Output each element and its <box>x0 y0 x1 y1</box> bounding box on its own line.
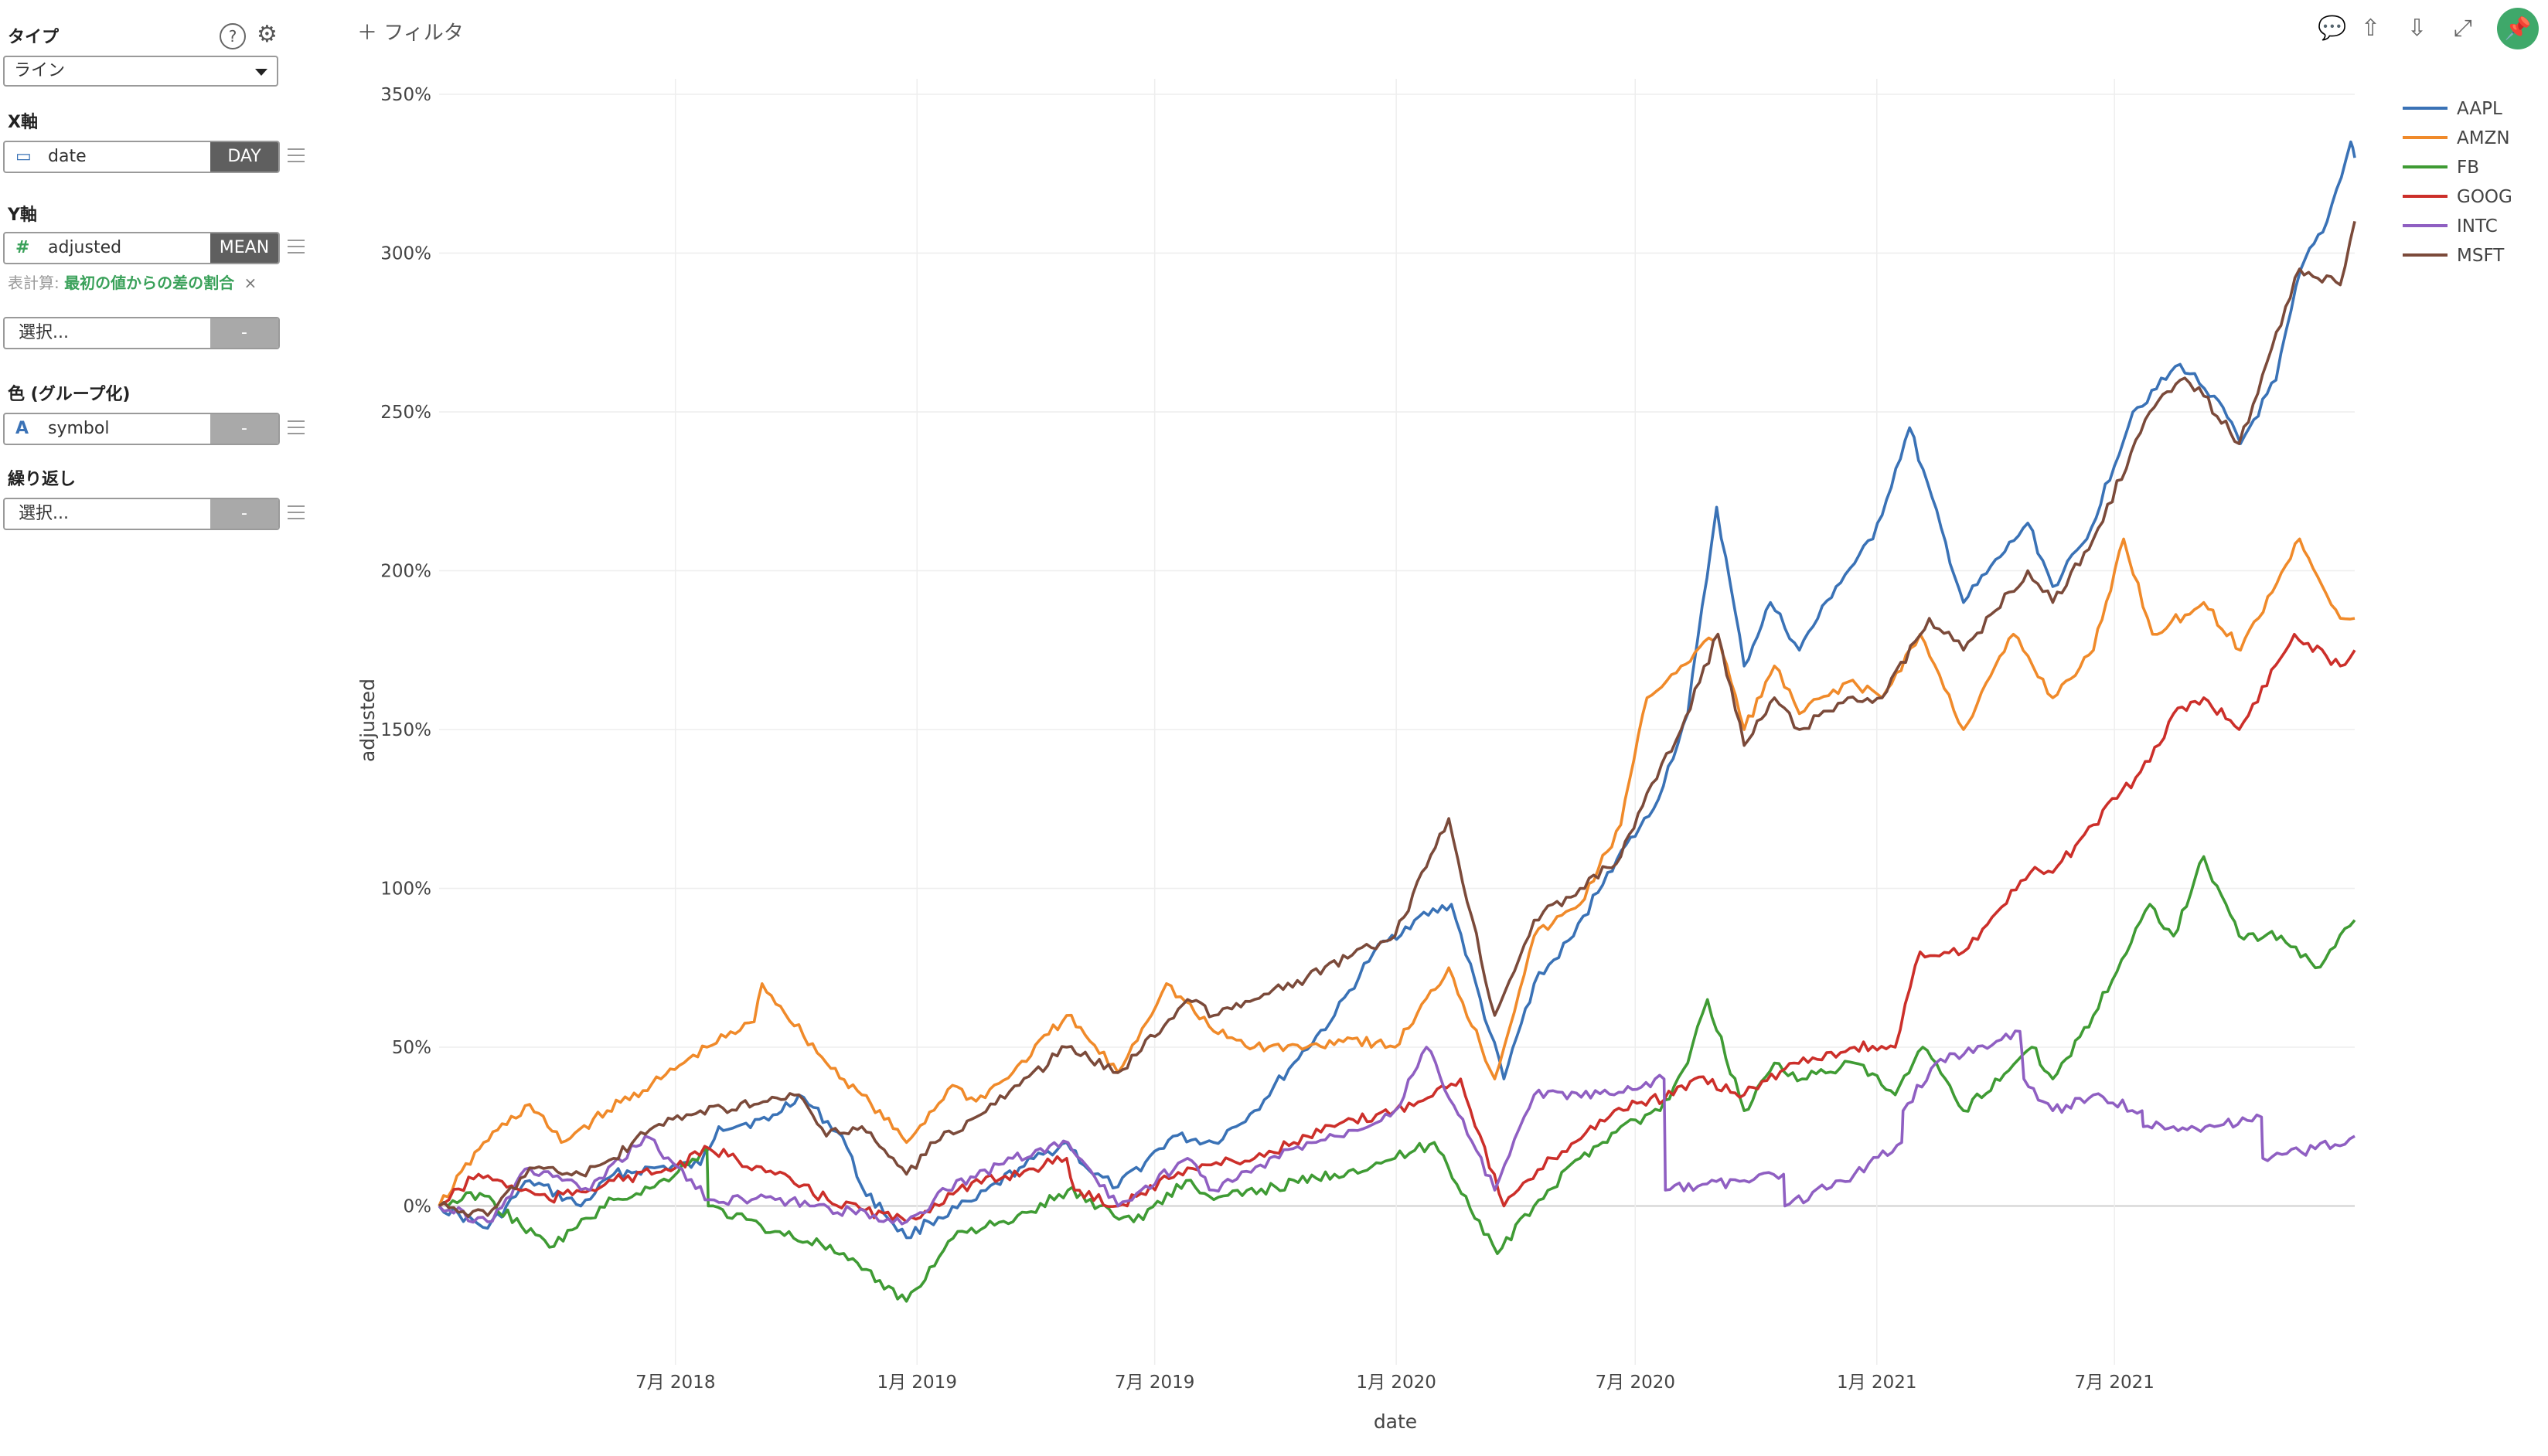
color-section-title: 色 (グループ化) <box>8 385 131 404</box>
legend-label: INTC <box>2457 216 2498 236</box>
number-icon: # <box>15 238 30 257</box>
x-tick-label: 1月 2021 <box>1837 1373 1916 1393</box>
calendar-icon: ▭ <box>15 147 32 166</box>
y-tick-label: 50% <box>392 1038 431 1058</box>
select-placeholder: 選択... <box>19 323 69 342</box>
series-line-msft <box>438 220 2356 1218</box>
series-line-fb <box>438 855 2356 1303</box>
y-tick-label: 0% <box>404 1197 432 1217</box>
y-axis-2-field[interactable]: 選択... - <box>3 317 280 349</box>
y-tick-label: 100% <box>380 879 431 900</box>
x-axis-field[interactable]: ▭ date DAY <box>3 141 280 173</box>
chart-type-value: ライン <box>14 61 66 80</box>
y-tick-label: 250% <box>380 403 431 423</box>
add-filter-button[interactable]: ＋ フィルタ <box>357 17 464 46</box>
x-tick-label: 7月 2020 <box>1596 1373 1675 1393</box>
series-lines <box>438 140 2356 1303</box>
color-field[interactable]: A symbol - <box>3 413 280 445</box>
y-tick-label: 200% <box>380 562 431 582</box>
repeat-menu-icon[interactable] <box>288 505 305 519</box>
repeat-tag-button[interactable]: - <box>210 499 278 529</box>
help-icon[interactable]: ? <box>220 23 246 49</box>
legend-label: AMZN <box>2457 128 2510 148</box>
x-menu-icon[interactable] <box>288 148 305 162</box>
y-axis-title: Y軸 <box>8 206 37 225</box>
x-tick-label: 7月 2018 <box>635 1373 715 1393</box>
calc-value-link[interactable]: 最初の値からの差の割合 <box>64 274 235 292</box>
pin-icon[interactable]: 📌 <box>2497 8 2539 49</box>
download-icon[interactable]: ⇩ <box>2407 15 2427 42</box>
y-axis-field[interactable]: # adjusted MEAN <box>3 232 280 264</box>
legend-label: FB <box>2457 158 2479 178</box>
series-line-intc <box>438 1029 2356 1226</box>
legend-item-goog[interactable]: GOOG <box>2403 187 2512 207</box>
legend-item-msft[interactable]: MSFT <box>2403 246 2505 266</box>
color-tag-button[interactable]: - <box>210 414 278 444</box>
legend: AAPL AMZN FB GOOG INTC MSFT <box>2403 99 2512 266</box>
color-menu-icon[interactable] <box>288 420 305 434</box>
type-section-title: タイプ <box>8 28 60 47</box>
x-aggregation-button[interactable]: DAY <box>210 142 278 172</box>
filter-label: フィルタ <box>383 22 464 45</box>
y-tick-label: 150% <box>380 720 431 740</box>
series-line-amzn <box>438 537 2356 1207</box>
chevron-down-icon <box>255 69 267 76</box>
config-sidebar: タイプ ? ⚙ ライン X軸 ▭ date DAY Y軸 # adjusted … <box>0 0 325 1456</box>
series-line-aapl <box>438 140 2356 1240</box>
x-tick-label: 7月 2021 <box>2074 1373 2154 1393</box>
y-tick-label: 350% <box>380 85 431 105</box>
repeat-field[interactable]: 選択... - <box>3 498 280 530</box>
x-axis-label: date <box>1374 1410 1417 1433</box>
legend-item-intc[interactable]: INTC <box>2403 216 2498 236</box>
x-tick-labels: 7月 2018 1月 2019 7月 2019 1月 2020 7月 2020 1月 20… <box>635 1373 2155 1393</box>
x-tick-label: 1月 2020 <box>1356 1373 1436 1393</box>
y-field-label: adjusted <box>48 238 122 257</box>
legend-label: AAPL <box>2457 99 2502 119</box>
color-field-label: symbol <box>48 419 110 438</box>
comment-icon[interactable]: 💬 <box>2318 15 2347 42</box>
legend-item-amzn[interactable]: AMZN <box>2403 128 2510 148</box>
y-menu-icon[interactable] <box>288 240 305 253</box>
chart-type-select[interactable]: ライン <box>3 56 278 87</box>
x-axis-title: X軸 <box>8 113 38 132</box>
x-field-label: date <box>48 147 87 166</box>
series-line-goog <box>438 632 2356 1223</box>
grid-lines <box>439 79 2355 1365</box>
y-aggregation-button[interactable]: MEAN <box>210 233 278 263</box>
plus-icon: ＋ <box>357 22 378 45</box>
calc-label: 表計算: <box>8 274 60 292</box>
expand-icon[interactable]: ⤢ <box>2454 15 2472 42</box>
y-tick-label: 300% <box>380 244 431 264</box>
y-axis-label: adjusted <box>356 679 379 762</box>
table-calculation: 表計算: 最初の値からの差の割合 × <box>8 270 257 293</box>
legend-label: GOOG <box>2457 187 2512 207</box>
x-tick-label: 7月 2019 <box>1115 1373 1194 1393</box>
upload-icon[interactable]: ⇧ <box>2361 15 2381 42</box>
gear-icon[interactable]: ⚙ <box>257 21 278 48</box>
y-tick-labels: 0% 50% 100% 150% 200% 250% 300% 350% <box>380 85 431 1217</box>
calc-remove-icon[interactable]: × <box>244 274 257 292</box>
text-type-icon: A <box>15 419 29 438</box>
legend-item-aapl[interactable]: AAPL <box>2403 99 2502 119</box>
legend-label: MSFT <box>2457 246 2505 266</box>
x-tick-label: 1月 2019 <box>877 1373 956 1393</box>
repeat-section-title: 繰り返し <box>8 470 77 489</box>
repeat-placeholder: 選択... <box>19 504 69 523</box>
legend-item-fb[interactable]: FB <box>2403 158 2479 178</box>
select-tag-button[interactable]: - <box>210 318 278 348</box>
